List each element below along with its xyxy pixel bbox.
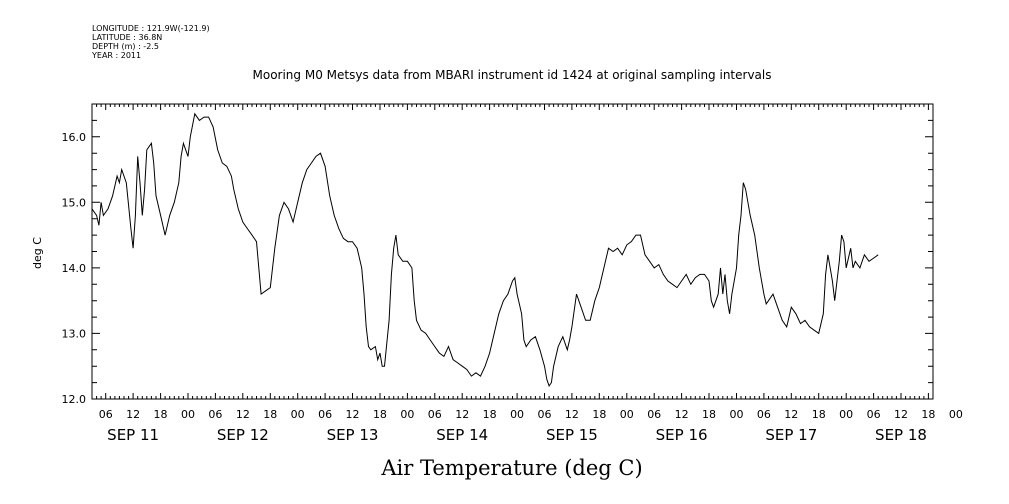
y-tick-label: 13.0 xyxy=(62,327,87,340)
chart-title: Mooring M0 Metsys data from MBARI instru… xyxy=(253,68,772,82)
x-tick-label: 06 xyxy=(647,408,661,421)
day-label: SEP 13 xyxy=(327,426,379,444)
x-tick-label: 12 xyxy=(126,408,140,421)
x-tick-label: 06 xyxy=(318,408,332,421)
x-tick-label: 00 xyxy=(839,408,853,421)
x-tick-label: 12 xyxy=(675,408,689,421)
x-tick-label: 18 xyxy=(263,408,277,421)
y-tick-marks xyxy=(92,103,933,400)
plot-frame xyxy=(91,103,934,400)
x-tick-label: 18 xyxy=(812,408,826,421)
x-tick-label: 00 xyxy=(510,408,524,421)
x-tick-label: 06 xyxy=(428,408,442,421)
x-tick-label: 00 xyxy=(949,408,963,421)
x-tick-label: 12 xyxy=(455,408,469,421)
x-tick-label: 00 xyxy=(291,408,305,421)
day-label: SEP 15 xyxy=(546,426,598,444)
x-tick-label: 18 xyxy=(702,408,716,421)
x-tick-label: 18 xyxy=(592,408,606,421)
metadata-latitude: LATITUDE : 36.8N xyxy=(92,33,162,42)
x-tick-label: 18 xyxy=(154,408,168,421)
x-tick-label: 00 xyxy=(620,408,634,421)
metadata-longitude: LONGITUDE : 121.9W(-121.9) xyxy=(92,24,210,33)
day-label: SEP 17 xyxy=(765,426,817,444)
day-label: SEP 12 xyxy=(217,426,269,444)
x-tick-label: 00 xyxy=(400,408,414,421)
x-tick-label: 06 xyxy=(208,408,222,421)
series-line-air-temperature xyxy=(91,112,879,387)
x-axis-label: Air Temperature (deg C) xyxy=(380,456,642,480)
x-tick-label: 12 xyxy=(236,408,250,421)
y-tick-label: 14.0 xyxy=(62,262,87,275)
metadata-block: LONGITUDE : 121.9W(-121.9) LATITUDE : 36… xyxy=(91,24,210,60)
x-tick-label: 18 xyxy=(921,408,935,421)
y-axis-label: deg C xyxy=(31,237,44,269)
x-tick-label: 12 xyxy=(565,408,579,421)
day-label: SEP 11 xyxy=(107,426,159,444)
x-tick-label: 12 xyxy=(784,408,798,421)
x-tick-label: 00 xyxy=(729,408,743,421)
x-tick-labels: 06 12 18 00 06 12 18 00 06 12 18 00 06 12 18 00 06 12 18 00… xyxy=(99,408,963,421)
y-tick-label: 12.0 xyxy=(62,393,87,406)
x-tick-label: 06 xyxy=(757,408,771,421)
metadata-year: YEAR : 2011 xyxy=(91,51,141,60)
x-tick-label: 06 xyxy=(537,408,551,421)
x-tick-label: 12 xyxy=(346,408,360,421)
metadata-depth: DEPTH (m) : -2.5 xyxy=(92,42,159,51)
y-tick-labels: 12.0 13.0 14.0 15.0 16.0 xyxy=(62,131,87,406)
x-tick-label: 06 xyxy=(867,408,881,421)
y-tick-label: 16.0 xyxy=(62,131,87,144)
x-tick-label: 06 xyxy=(99,408,113,421)
x-tick-label: 00 xyxy=(181,408,195,421)
day-label: SEP 14 xyxy=(436,426,488,444)
axis-ticks xyxy=(91,103,934,400)
x-tick-label: 18 xyxy=(373,408,387,421)
day-labels: SEP 11 SEP 12 SEP 13 SEP 14 SEP 15 SEP 16 SEP … xyxy=(107,426,927,444)
x-tick-marks xyxy=(91,104,934,399)
day-label: SEP 16 xyxy=(656,426,708,444)
y-tick-label: 15.0 xyxy=(62,196,87,209)
x-tick-label: 12 xyxy=(894,408,908,421)
x-tick-label: 18 xyxy=(483,408,497,421)
day-label: SEP 18 xyxy=(875,426,927,444)
